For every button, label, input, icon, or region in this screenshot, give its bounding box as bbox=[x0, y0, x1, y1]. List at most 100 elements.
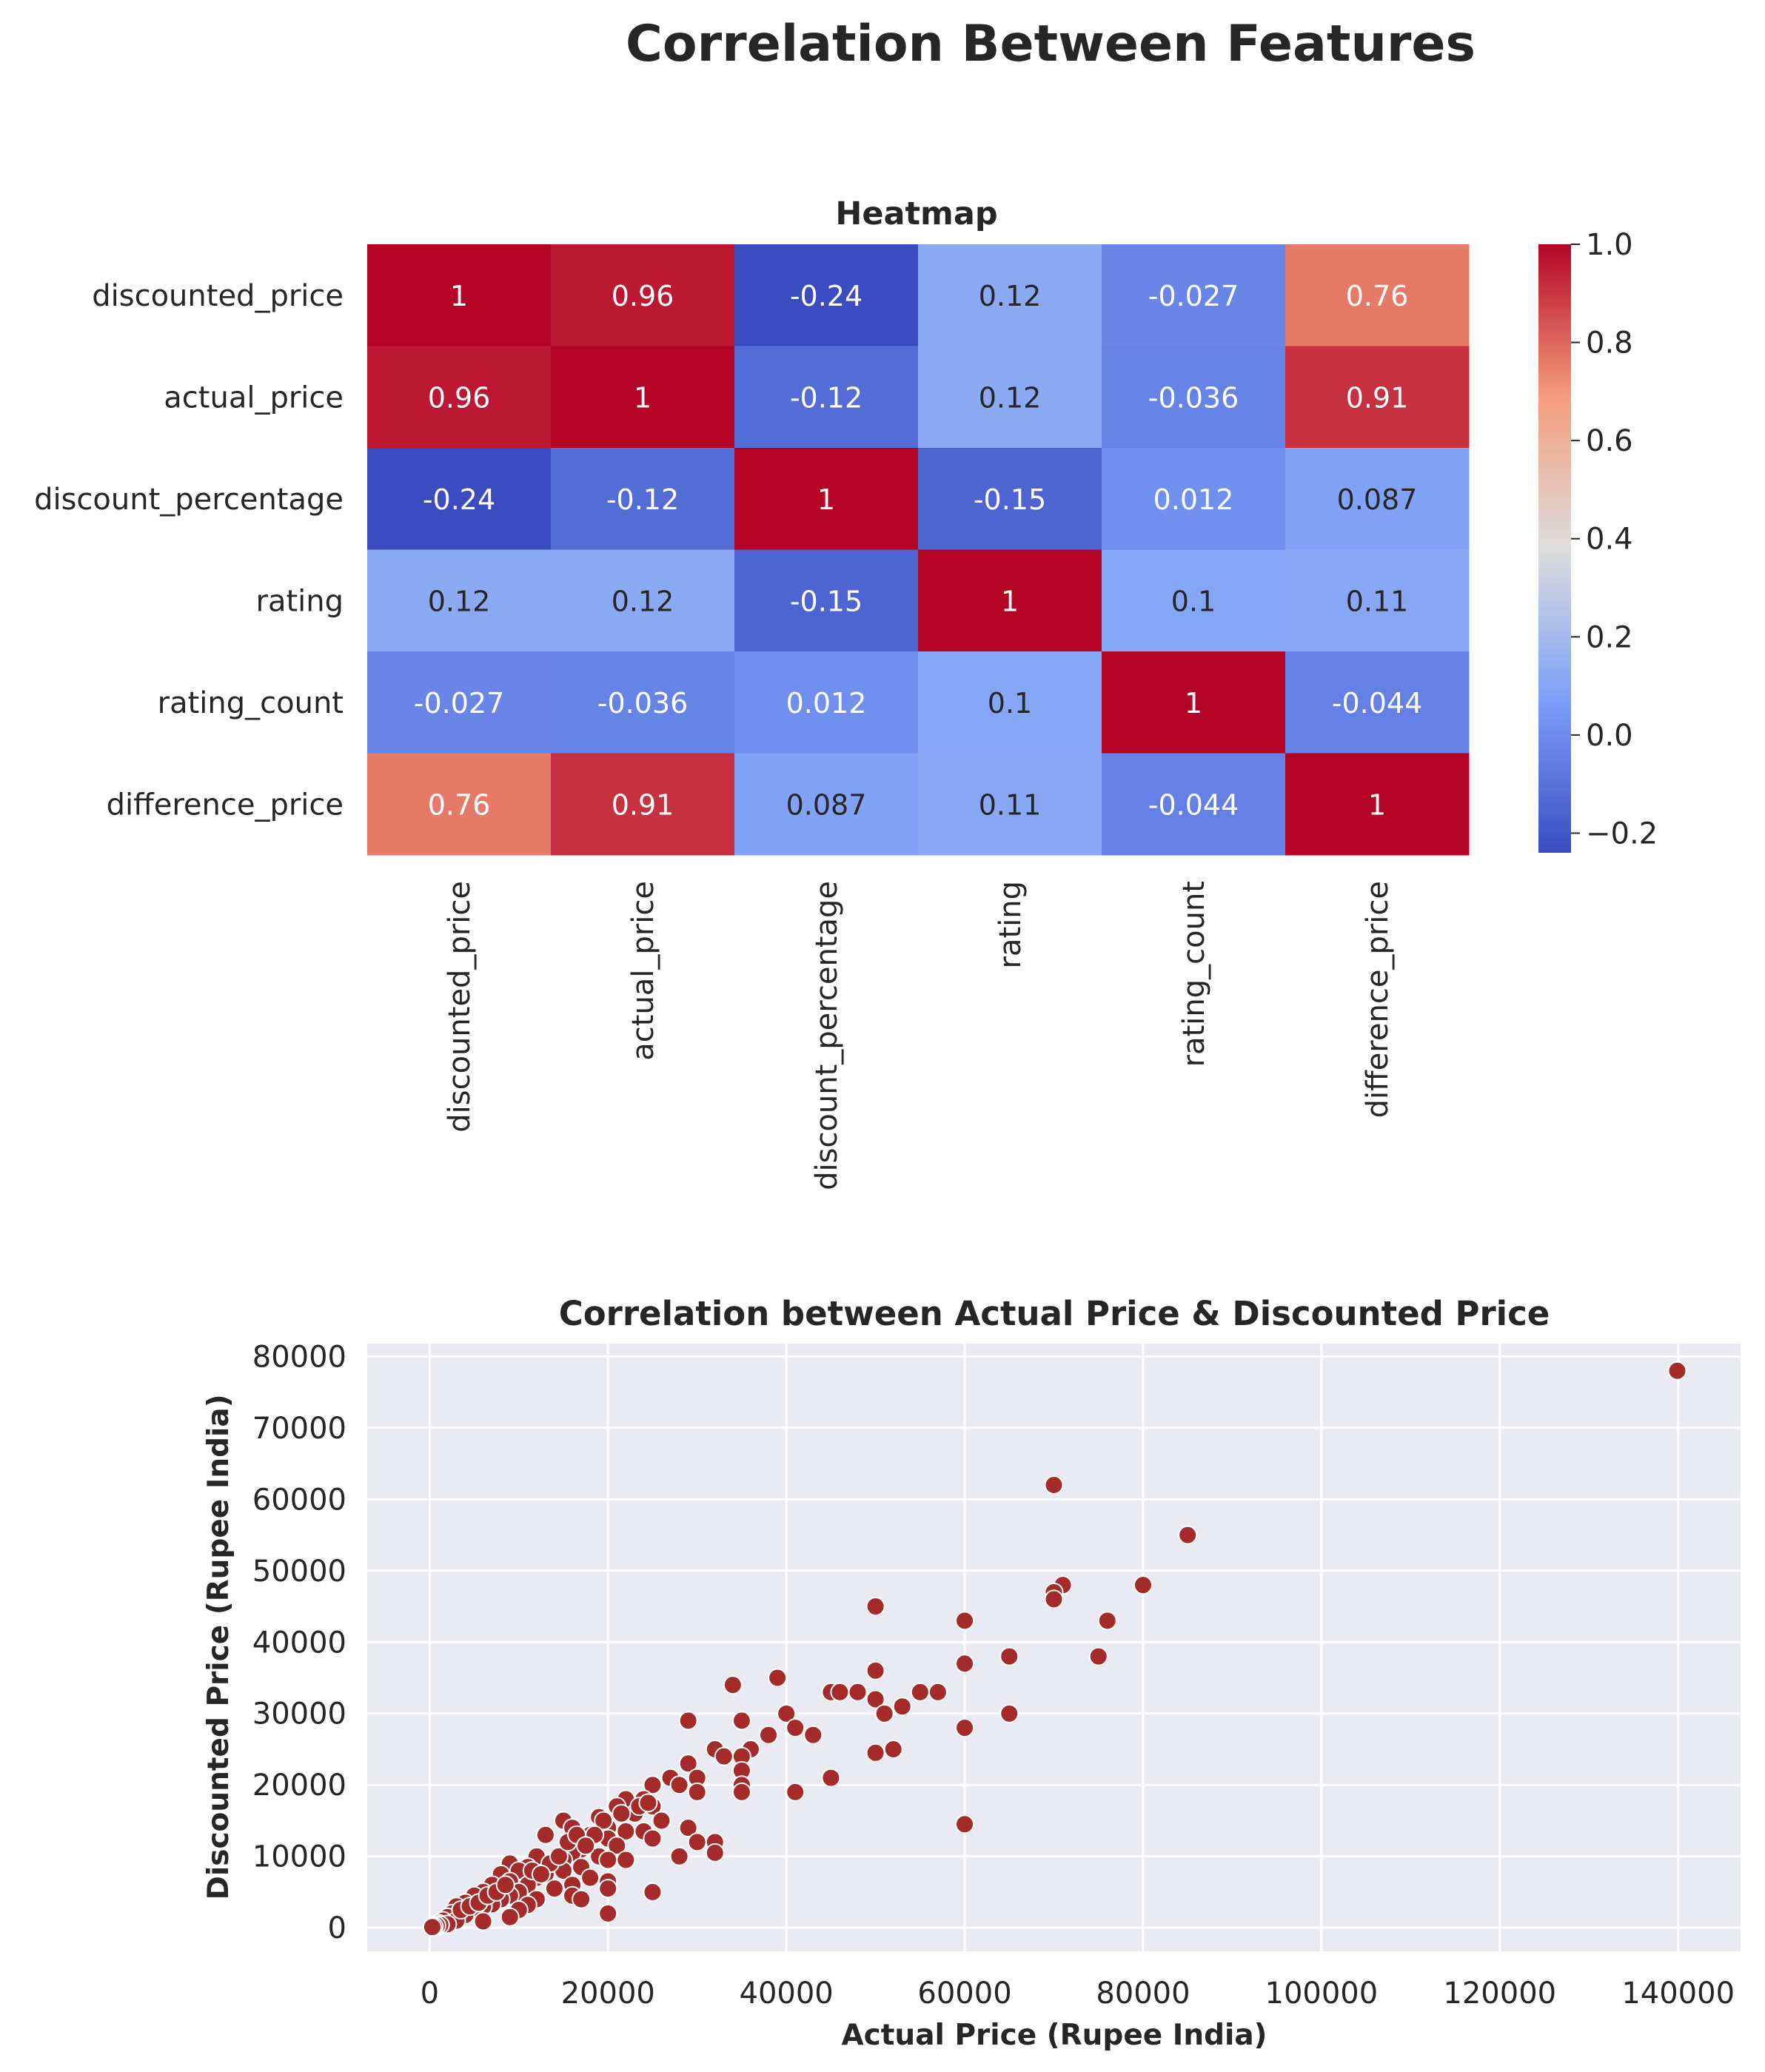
x-tick-label: 120000 bbox=[1443, 1977, 1556, 2011]
heatmap-colorbar: 1.0 0.8 0.6 0.4 0.2 0.0 −0.2 bbox=[1538, 228, 1658, 853]
y-tick-label: 40000 bbox=[252, 1626, 346, 1660]
y-tick-label: 30000 bbox=[252, 1697, 346, 1731]
heatmap-cell bbox=[734, 549, 919, 652]
heatmap-cell-label: 0.11 bbox=[1346, 585, 1409, 617]
heatmap-cell-label: 1 bbox=[1001, 585, 1019, 617]
heatmap-cell-label: 0.1 bbox=[1171, 585, 1216, 617]
scatter-point bbox=[643, 1828, 663, 1848]
scatter-point bbox=[1088, 1646, 1108, 1666]
heatmap-cell bbox=[734, 651, 919, 754]
scatter-point bbox=[669, 1775, 689, 1795]
scatter-point bbox=[865, 1689, 885, 1709]
y-tick-label: 70000 bbox=[252, 1412, 346, 1446]
scatter-point bbox=[865, 1743, 885, 1763]
scatter-point bbox=[910, 1682, 930, 1702]
scatter-point bbox=[1667, 1361, 1687, 1381]
scatter-point bbox=[576, 1836, 596, 1856]
scatter-point bbox=[759, 1725, 779, 1745]
scatter-point bbox=[1044, 1589, 1064, 1609]
heatmap-cell bbox=[734, 753, 919, 856]
heatmap-column-label: rating_count bbox=[1177, 881, 1211, 1067]
scatter-point bbox=[678, 1711, 698, 1731]
scatter-point bbox=[723, 1675, 743, 1695]
heatmap-column-label: discount_percentage bbox=[810, 881, 844, 1190]
scatter-gridlines bbox=[367, 1344, 1741, 1951]
heatmap-cell bbox=[1102, 244, 1286, 346]
heatmap-cell bbox=[734, 244, 919, 346]
scatter-x-axis-label: Actual Price (Rupee India) bbox=[841, 2019, 1267, 2052]
heatmap-cell-label: 0.12 bbox=[428, 585, 491, 617]
heatmap-cell-label: -0.027 bbox=[414, 687, 505, 720]
heatmap-column-label: actual_price bbox=[626, 881, 660, 1061]
heatmap-cell bbox=[1285, 448, 1470, 550]
heatmap-cell bbox=[1285, 346, 1470, 449]
heatmap-cell bbox=[367, 346, 552, 449]
scatter-point bbox=[687, 1782, 707, 1802]
heatmap-cell-label: 1 bbox=[817, 483, 835, 516]
heatmap-cell bbox=[918, 651, 1102, 754]
heatmap-cell bbox=[918, 753, 1102, 856]
heatmap-cell-label: -0.027 bbox=[1148, 280, 1239, 312]
scatter-point bbox=[544, 1879, 564, 1899]
heatmap-row-label: difference_price bbox=[107, 788, 344, 822]
heatmap-panel: Heatmap 1 0.96 -0.24 0.12 -0.027 0.76 0.96 1 -0.… bbox=[34, 195, 1658, 1190]
heatmap-row-label: actual_price bbox=[164, 380, 344, 415]
heatmap-cell-label: -0.036 bbox=[1148, 381, 1239, 414]
scatter-point bbox=[955, 1718, 975, 1738]
heatmap-cell-label: 0.1 bbox=[988, 687, 1032, 720]
heatmap-cell bbox=[367, 448, 552, 550]
heatmap-cell bbox=[551, 549, 735, 652]
heatmap-cell-label: 0.087 bbox=[1337, 483, 1418, 516]
heatmap-cell-label: 0.087 bbox=[786, 788, 867, 821]
x-tick-label: 80000 bbox=[1096, 1977, 1190, 2011]
heatmap-cell bbox=[551, 244, 735, 346]
heatmap-cell bbox=[1102, 753, 1286, 856]
scatter-point bbox=[678, 1818, 698, 1838]
scatter-point bbox=[598, 1903, 618, 1923]
colorbar-tick-label: 0.4 bbox=[1586, 523, 1633, 557]
y-tick-label: 10000 bbox=[252, 1840, 346, 1874]
heatmap-column-label: difference_price bbox=[1361, 881, 1395, 1118]
scatter-point bbox=[612, 1803, 632, 1823]
heatmap-row-label: rating_count bbox=[158, 686, 344, 720]
heatmap-row-label: discount_percentage bbox=[34, 483, 344, 517]
heatmap-cell bbox=[734, 346, 919, 449]
heatmap-cell bbox=[1102, 448, 1286, 550]
heatmap-cell-label: -0.12 bbox=[606, 483, 679, 516]
heatmap-cell bbox=[918, 448, 1102, 550]
heatmap-cell-label: 0.12 bbox=[979, 381, 1042, 414]
scatter-point bbox=[549, 1846, 569, 1866]
scatter-point bbox=[731, 1782, 751, 1802]
scatter-point bbox=[531, 1864, 551, 1884]
heatmap-cell bbox=[1285, 651, 1470, 754]
scatter-point bbox=[955, 1654, 975, 1674]
scatter-point bbox=[999, 1703, 1019, 1723]
scatter-point bbox=[928, 1682, 948, 1702]
scatter-point bbox=[495, 1875, 515, 1895]
heatmap-cell-label: 0.76 bbox=[1346, 280, 1409, 312]
scatter-point bbox=[643, 1882, 663, 1902]
colorbar-tick-label: 0.2 bbox=[1586, 620, 1633, 654]
scatter-panel: 0 20000 40000 60000 80000 100000 120000 140000 … bbox=[202, 1294, 1741, 2052]
heatmap-cell bbox=[734, 448, 919, 550]
heatmap-cell-label: 0.96 bbox=[428, 381, 491, 414]
scatter-point bbox=[874, 1703, 894, 1723]
heatmap-row-label: discounted_price bbox=[92, 279, 344, 313]
scatter-point bbox=[821, 1768, 841, 1788]
heatmap-cell-label: 0.76 bbox=[428, 788, 491, 821]
heatmap-cell bbox=[367, 651, 552, 754]
scatter-point bbox=[865, 1660, 885, 1680]
heatmap-cell bbox=[551, 346, 735, 449]
scatter-point bbox=[955, 1814, 975, 1834]
heatmap-column-labels: discounted_price actual_price discount_per… bbox=[443, 881, 1395, 1190]
heatmap-cell-label: -0.12 bbox=[790, 381, 863, 414]
scatter-point bbox=[786, 1718, 806, 1738]
scatter-point bbox=[687, 1832, 707, 1852]
y-tick-label: 60000 bbox=[252, 1483, 346, 1517]
scatter-point bbox=[865, 1597, 885, 1617]
heatmap-cell bbox=[551, 651, 735, 754]
scatter-point bbox=[678, 1754, 698, 1774]
scatter-title: Correlation between Actual Price & Disco… bbox=[559, 1294, 1550, 1333]
colorbar-ticks: 1.0 0.8 0.6 0.4 0.2 0.0 −0.2 bbox=[1571, 228, 1658, 851]
